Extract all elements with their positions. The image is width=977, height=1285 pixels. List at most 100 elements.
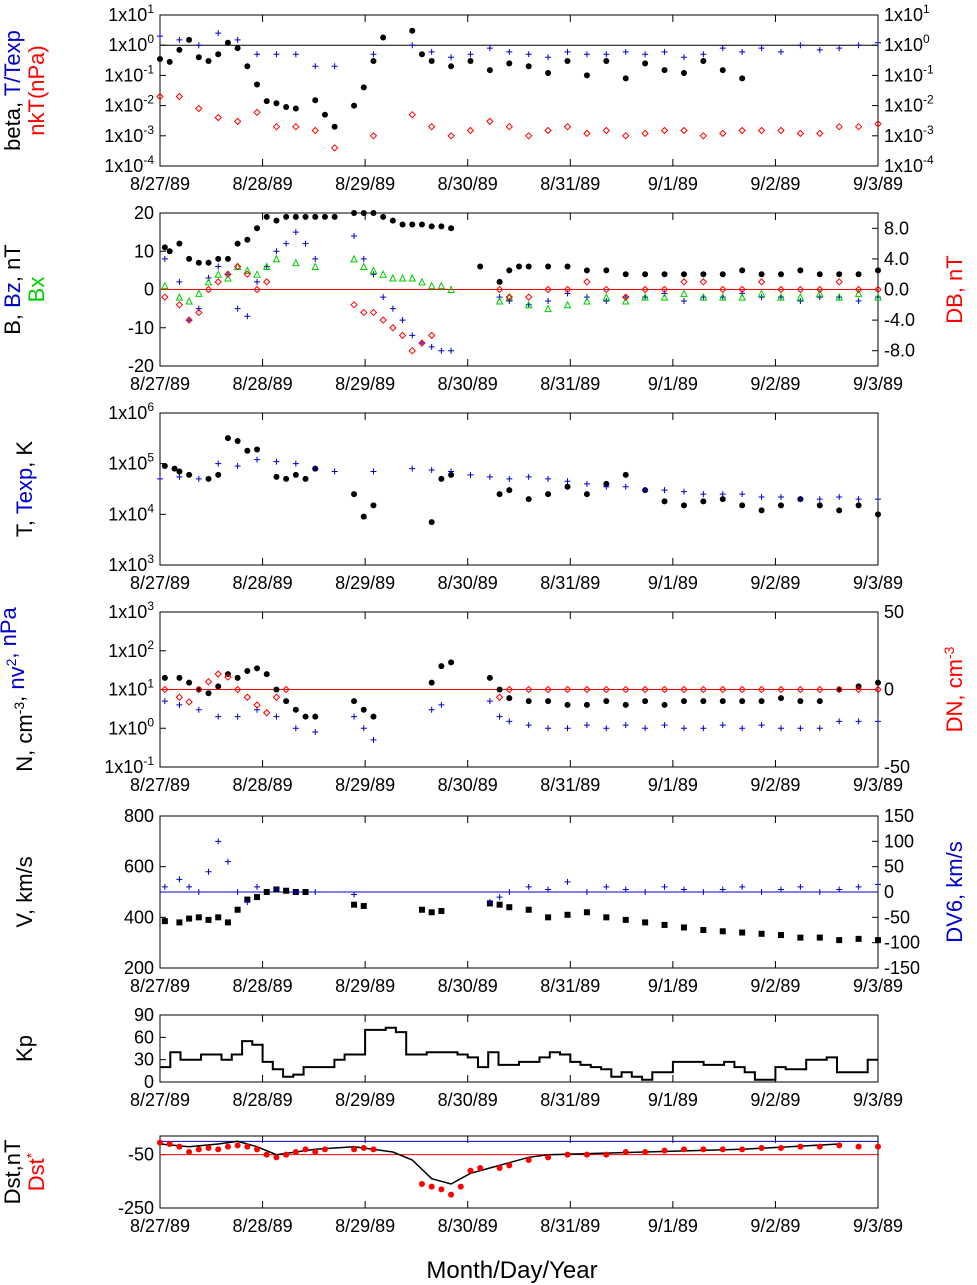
data-point [602,126,611,135]
data-point [312,1149,319,1155]
y-right-tick-label: 1x10-3 [884,123,934,146]
data-point [418,277,426,286]
data-point [796,685,805,694]
y-right-tick-label: -50 [884,757,910,777]
data-point [739,48,746,55]
data-point [583,1151,590,1158]
data-point [214,270,223,278]
data-point [661,701,668,708]
data-point [379,316,387,324]
data-point [661,487,668,494]
data-point [816,889,823,895]
x-tick-label: 8/27/89 [130,174,190,194]
data-point [797,698,804,705]
data-point [836,686,843,693]
data-point [409,332,416,339]
x-tick-label: 8/28/89 [233,174,293,194]
data-point [399,221,406,228]
data-point [418,1181,425,1187]
x-tick-label: 8/30/89 [438,775,498,795]
data-point [243,693,252,701]
data-point [700,498,707,505]
data-point [797,725,804,732]
data-point [583,701,590,708]
data-point [195,475,202,482]
data-point [797,883,804,890]
data-point [283,213,290,220]
data-point [739,491,746,498]
y-right-tick-label: 8.0 [884,218,909,238]
data-point [836,493,843,500]
data-point [564,263,571,270]
data-point [699,132,708,140]
data-point [622,48,629,55]
data-point [739,1146,746,1153]
data-point [603,51,610,58]
data-point [496,894,503,901]
y-right-tick-label: 1x101 [884,2,930,25]
data-point [438,701,445,708]
x-tick-label: 8/31/89 [540,573,600,593]
data-point [254,225,261,232]
data-point [545,725,552,732]
data-point [564,478,571,485]
data-point [186,883,193,890]
data-point [700,927,707,933]
data-point [564,1151,571,1158]
data-point [816,502,823,509]
data-point [603,698,610,705]
y-right-tick-label: 0.0 [884,280,909,300]
data-point [351,713,358,720]
data-point [777,271,784,278]
data-point [273,1154,280,1161]
data-point [253,270,261,278]
data-point [331,468,338,475]
x-tick-label: 9/2/89 [750,976,800,996]
data-point [564,57,571,64]
data-point [525,722,532,729]
data-point [836,271,843,278]
panel-beta: 8/27/89 8/28/89 8/29/89 8/30/89 8/31/89 9/1/8… [0,2,934,194]
data-point [428,343,435,350]
data-point [642,487,649,494]
data-point [661,271,668,278]
data-point [777,695,784,702]
y-right-tick-label: 100 [884,831,914,851]
data-point [351,210,358,216]
data-point [380,34,387,41]
data-point [215,914,222,921]
data-point [564,725,571,732]
data-point [263,889,270,895]
data-point [161,255,168,262]
data-point [438,347,445,354]
y-right-tick-label: 50 [884,857,904,877]
data-point [583,129,591,138]
data-point [836,507,843,514]
data-point [680,685,688,694]
data-point [409,221,416,228]
data-point [427,281,436,290]
data-point [466,126,475,135]
x-tick-label: 9/3/89 [853,1090,903,1110]
x-tick-label: 9/3/89 [853,775,903,795]
data-point [360,255,367,262]
data-point [370,1146,377,1153]
x-tick-label: 9/1/89 [648,775,698,795]
data-point [408,346,416,355]
data-point [486,899,493,906]
x-tick-label: 9/3/89 [853,573,903,593]
data-point [816,294,823,301]
y-right-tick-label: 1x10-4 [884,153,934,176]
data-point [234,45,241,52]
data-point [563,123,572,131]
data-point [389,217,396,224]
data-point [448,63,455,70]
data-point [506,718,513,725]
data-point [224,270,232,278]
data-point [836,886,843,893]
data-point [777,126,785,135]
data-point [545,1154,552,1161]
data-point [292,105,299,112]
data-point [583,296,591,305]
data-point [273,686,280,693]
